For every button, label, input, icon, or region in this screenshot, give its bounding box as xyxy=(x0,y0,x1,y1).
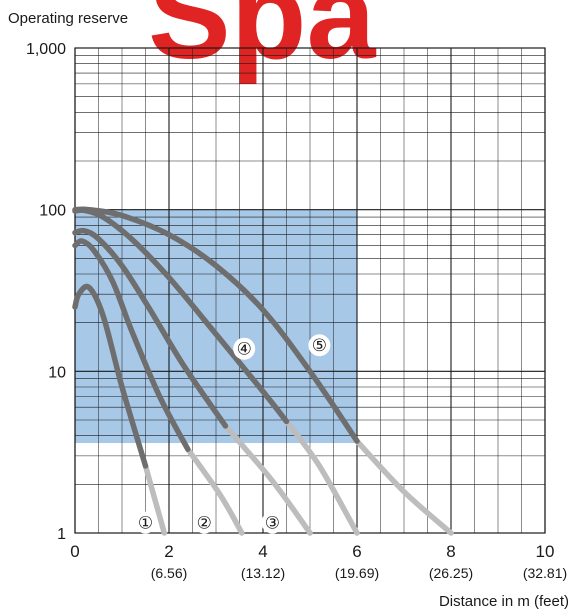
curve-1-dark-segment xyxy=(72,283,149,469)
y-tick-label: 1,000 xyxy=(26,41,66,58)
curve-3-label-background xyxy=(261,511,284,534)
curve-4-dark-segment xyxy=(72,207,290,425)
curve-4-label-background xyxy=(233,337,256,360)
y-tick-label: 100 xyxy=(39,203,66,220)
x-tick-label: 10 xyxy=(536,542,555,561)
y-tick-label: 1 xyxy=(57,526,66,543)
curve-4-label: ④ xyxy=(237,340,252,359)
curve-5-label: ⑤ xyxy=(312,336,327,355)
curve-3-dark-segment xyxy=(72,227,229,429)
curve-2-light-segment xyxy=(185,446,245,536)
curve-3-light-segment xyxy=(222,423,313,536)
curve-2-label: ② xyxy=(197,514,212,533)
curve-1-label: ① xyxy=(138,514,153,533)
y-axis-label: Operating reserve xyxy=(8,10,128,27)
x-tick-sublabel: (13.12) xyxy=(241,565,285,581)
x-tick-label: 6 xyxy=(352,542,361,561)
y-tick-label: 10 xyxy=(48,364,66,381)
x-tick-label: 2 xyxy=(164,542,173,561)
x-axis-label: Distance in m (feet) xyxy=(439,593,569,610)
curve-2-label-background xyxy=(193,511,216,534)
watermark-logo: Spa xyxy=(148,0,376,85)
x-tick-sublabel: (19.69) xyxy=(335,565,379,581)
x-tick-label: 8 xyxy=(446,542,455,561)
curve-4-light-segment xyxy=(283,418,360,536)
x-tick-sublabel: (26.25) xyxy=(429,565,473,581)
x-tick-label: 0 xyxy=(70,542,79,561)
x-tick-label: 4 xyxy=(258,542,267,561)
curve-5-light-segment xyxy=(354,438,454,536)
curve-1-label-background xyxy=(134,511,157,534)
curve-2-dark-segment xyxy=(72,238,191,452)
curve-5-label-background xyxy=(308,334,331,357)
tick-labels-layer: 1 10 100 1,000 0 2 (6.56) 4 (13.12) 6 (19.69) 8 (26.… xyxy=(26,41,567,581)
curves-layer: ① ② ③ ④ ⑤ xyxy=(72,206,454,536)
x-tick-sublabel: (6.56) xyxy=(151,565,188,581)
x-tick-sublabel: (32.81) xyxy=(523,565,567,581)
curve-1-light-segment xyxy=(142,463,168,536)
curve-3-label: ③ xyxy=(265,514,280,533)
